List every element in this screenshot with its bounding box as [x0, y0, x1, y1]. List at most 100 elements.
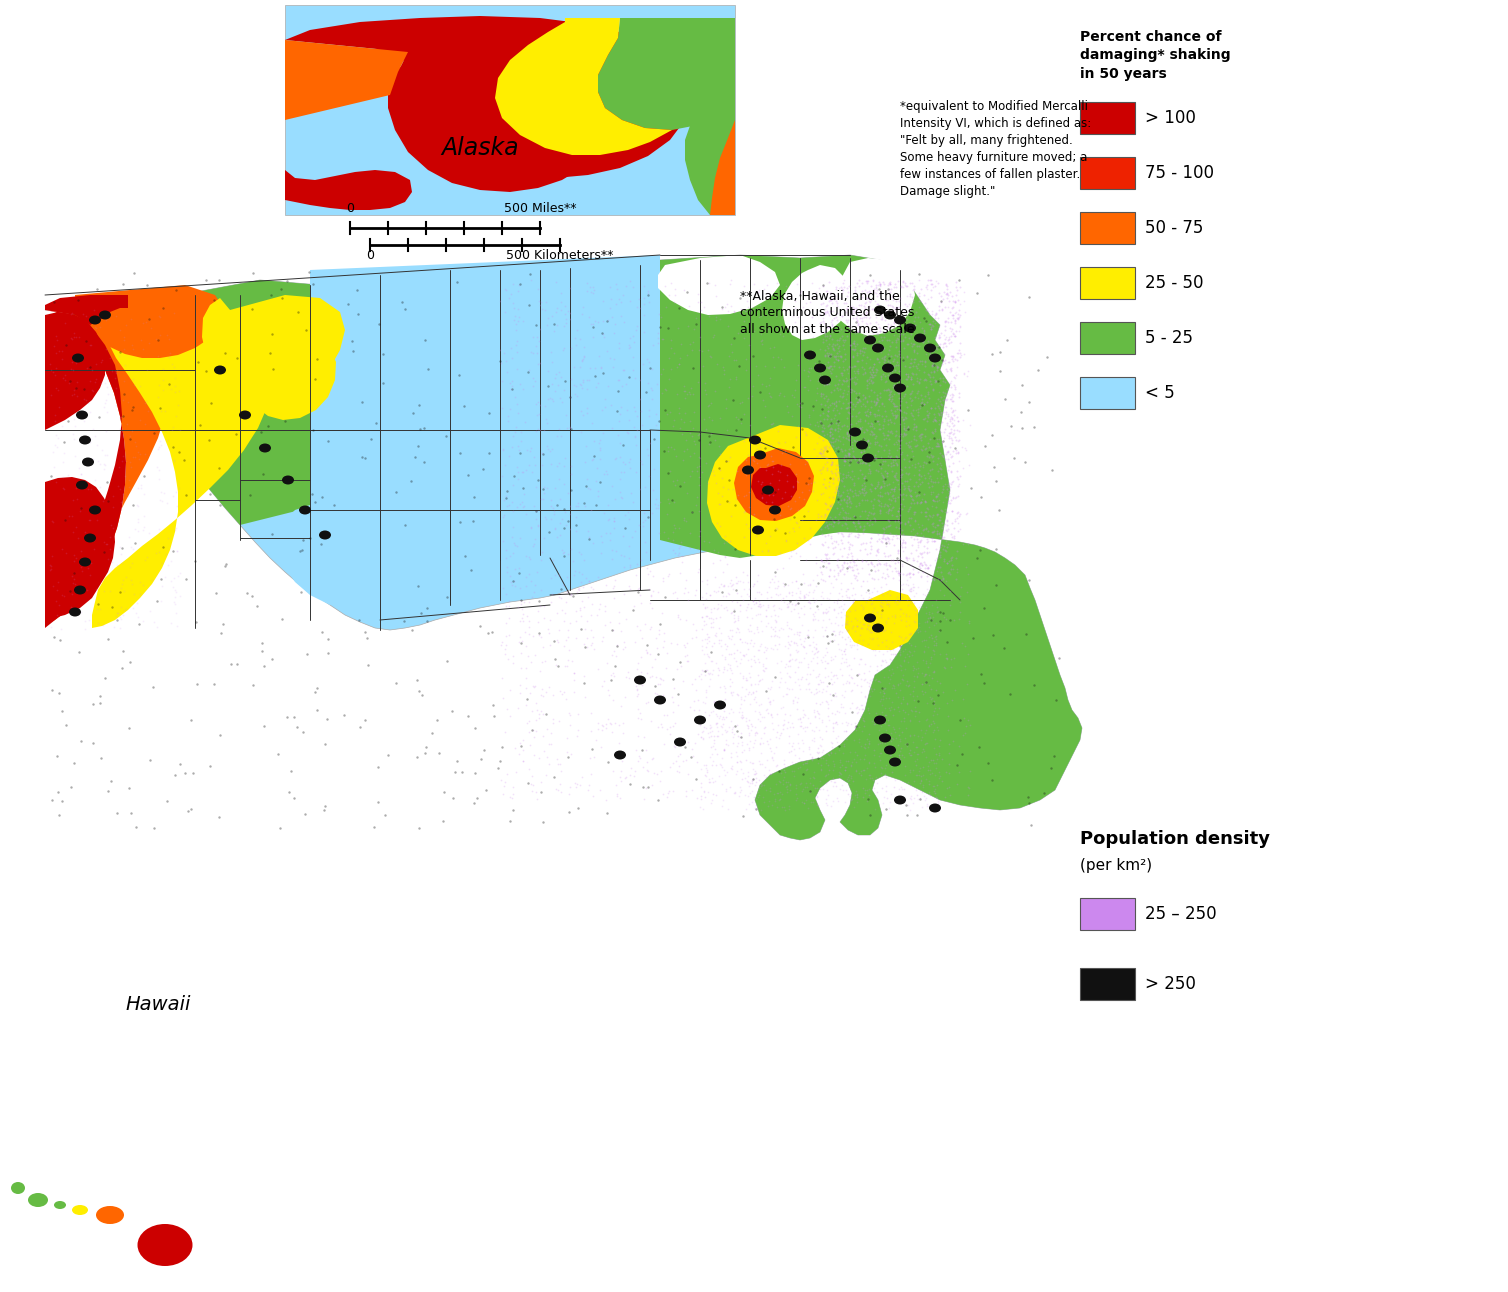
Point — [820, 393, 844, 413]
Point — [885, 509, 909, 530]
Point — [808, 669, 832, 690]
Point — [908, 531, 932, 552]
Point — [942, 310, 967, 331]
Point — [927, 375, 952, 395]
Point — [887, 360, 911, 381]
Point — [600, 619, 624, 640]
Point — [857, 514, 881, 535]
Point — [86, 612, 110, 633]
Point — [97, 782, 121, 802]
Point — [918, 398, 942, 419]
Point — [900, 455, 924, 475]
Point — [139, 601, 163, 621]
Point — [53, 510, 77, 531]
Point — [734, 798, 759, 819]
Point — [849, 397, 873, 417]
Point — [835, 606, 860, 627]
Point — [804, 509, 828, 530]
Point — [661, 522, 685, 543]
Point — [923, 531, 947, 552]
Point — [927, 328, 952, 349]
Point — [54, 543, 78, 563]
Point — [843, 363, 867, 384]
Point — [835, 310, 860, 331]
Point — [543, 778, 567, 798]
Point — [323, 495, 347, 516]
Point — [980, 344, 1004, 364]
Point — [858, 460, 882, 481]
Point — [863, 713, 887, 734]
Point — [909, 771, 933, 792]
Point — [528, 596, 552, 616]
Point — [807, 367, 831, 388]
Point — [819, 434, 843, 455]
Point — [846, 634, 870, 655]
Point — [44, 342, 68, 363]
Point — [810, 412, 834, 433]
Point — [780, 742, 804, 762]
Point — [579, 500, 603, 521]
Point — [759, 473, 783, 494]
Point — [796, 673, 820, 694]
Point — [927, 510, 952, 531]
Point — [793, 628, 817, 649]
Point — [939, 389, 964, 410]
Point — [924, 505, 949, 526]
Point — [780, 406, 804, 426]
Point — [537, 623, 561, 643]
Point — [873, 469, 897, 490]
Point — [891, 270, 915, 291]
Point — [807, 443, 831, 464]
Point — [851, 450, 875, 470]
Point — [921, 570, 946, 590]
Point — [851, 394, 875, 415]
Point — [647, 304, 671, 324]
Point — [581, 739, 605, 760]
Point — [935, 278, 959, 298]
Point — [829, 523, 854, 544]
Point — [534, 765, 558, 786]
Point — [841, 474, 866, 495]
Point — [912, 789, 936, 810]
Point — [869, 682, 893, 703]
Point — [863, 669, 887, 690]
Point — [775, 625, 799, 646]
Point — [739, 674, 763, 695]
Point — [650, 685, 674, 705]
Point — [629, 549, 653, 570]
Point — [879, 307, 903, 328]
Point — [789, 574, 813, 594]
Point — [936, 351, 961, 372]
Point — [762, 638, 786, 659]
Point — [659, 437, 683, 457]
Point — [829, 774, 854, 795]
Point — [911, 391, 935, 412]
Point — [858, 416, 882, 437]
Point — [890, 556, 914, 576]
Point — [941, 487, 965, 508]
Point — [881, 393, 905, 413]
Point — [42, 404, 66, 425]
Point — [857, 580, 881, 601]
Point — [909, 318, 933, 339]
Point — [855, 482, 879, 503]
Point — [876, 500, 900, 521]
Point — [517, 722, 541, 743]
Point — [921, 490, 946, 510]
Point — [869, 327, 893, 348]
Point — [700, 793, 724, 814]
Point — [956, 776, 980, 797]
Point — [719, 625, 743, 646]
Point — [751, 654, 775, 674]
Point — [884, 645, 908, 665]
Point — [866, 553, 890, 574]
Point — [148, 490, 172, 510]
Point — [905, 301, 929, 322]
Point — [946, 503, 970, 523]
Point — [570, 563, 594, 584]
Point — [769, 783, 793, 804]
Point — [734, 749, 759, 770]
Point — [573, 452, 597, 473]
Point — [109, 419, 133, 439]
Point — [777, 593, 801, 614]
